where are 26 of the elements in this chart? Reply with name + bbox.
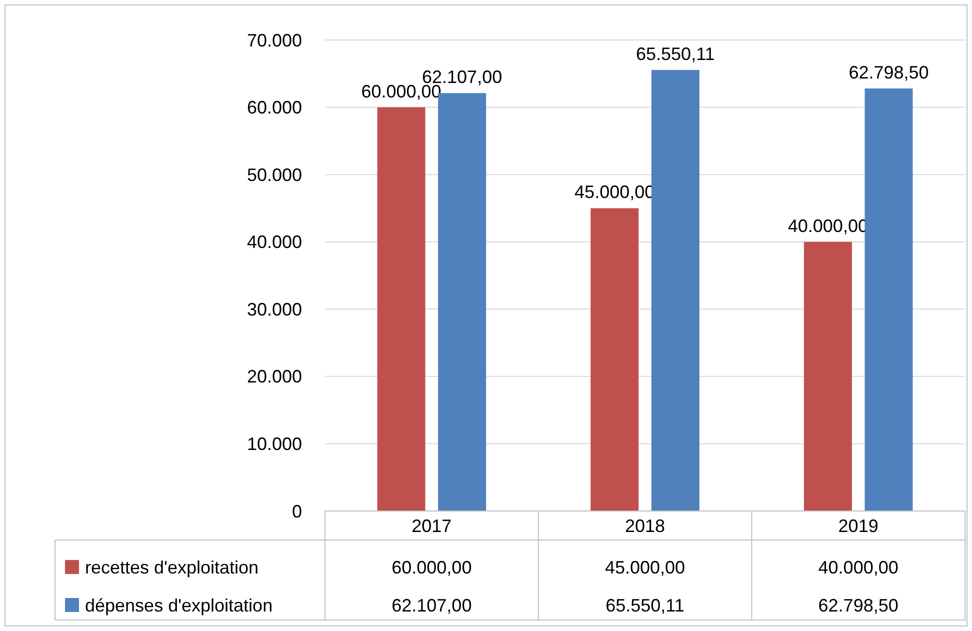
y-tick-label: 40.000 [246,232,302,252]
bar [590,208,639,511]
text: 65.550,11 [636,44,715,64]
legend-label: dépenses d'exploitation [85,595,273,616]
y-tick-label: 20.000 [246,366,302,387]
data-label: 62.107,00 [392,595,472,616]
legend-label: recettes d'exploitation [85,557,259,578]
y-tick-label: 10.000 [246,434,302,454]
data-label: 60.000,00 [392,557,472,578]
data-label: 62.798,50 [818,595,898,616]
y-tick-label: 30.000 [246,299,302,320]
y-tick-label: 70.000 [246,30,302,50]
x-tick-label: 2019 [838,516,878,536]
bar [864,88,913,511]
text: 62.798,50 [848,62,929,82]
bar [377,107,426,511]
data-label: 40.000,00 [818,557,898,578]
y-tick-label: 50.000 [246,164,302,185]
x-tick-label: 2017 [412,516,452,536]
x-tick-label: 2018 [624,516,666,536]
y-tick-label: 60.000 [246,98,302,118]
bar [651,70,700,511]
bar [804,242,852,511]
data-label: 65.550,11 [606,595,684,616]
data-label: 45.000,00 [604,557,686,578]
y-tick-label: 0 [292,501,302,522]
